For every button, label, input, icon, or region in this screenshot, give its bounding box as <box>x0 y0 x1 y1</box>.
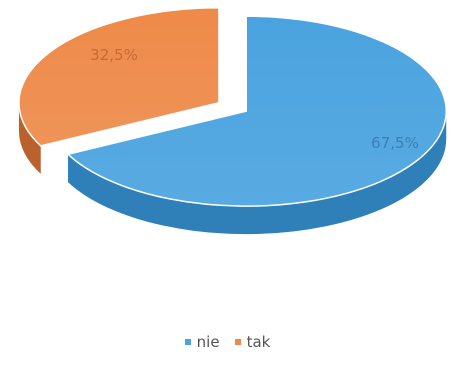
pie-slice-nie <box>66 15 447 207</box>
pie-side-tak <box>18 102 41 174</box>
legend-swatch-nie <box>184 339 191 345</box>
data-label-tak: 32,5% <box>90 46 138 64</box>
data-label-nie: 67,5% <box>371 134 419 152</box>
legend: nie tak <box>0 333 455 351</box>
legend-item-tak: tak <box>234 333 271 351</box>
legend-swatch-tak <box>234 339 241 345</box>
legend-label-nie: nie <box>196 333 220 351</box>
legend-label-tak: tak <box>246 333 271 351</box>
pie-side-nie <box>68 111 447 235</box>
pie-slice-tak <box>18 7 220 147</box>
legend-item-nie: nie <box>184 333 220 351</box>
